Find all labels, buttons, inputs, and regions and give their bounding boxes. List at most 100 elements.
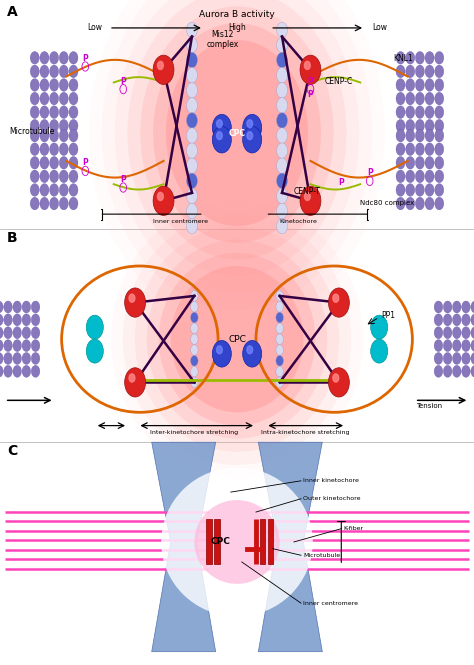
Circle shape — [50, 92, 59, 105]
Text: Inner centromere: Inner centromere — [303, 600, 358, 606]
Circle shape — [396, 156, 405, 169]
Circle shape — [217, 120, 222, 128]
Circle shape — [276, 98, 288, 113]
Circle shape — [406, 198, 415, 210]
Circle shape — [22, 340, 31, 352]
Circle shape — [13, 327, 21, 338]
Circle shape — [396, 170, 405, 183]
Text: P: P — [82, 158, 88, 168]
Circle shape — [50, 78, 59, 91]
Ellipse shape — [123, 213, 351, 465]
Circle shape — [415, 51, 424, 64]
Text: Inner kinetochore: Inner kinetochore — [303, 478, 359, 483]
Circle shape — [276, 313, 283, 323]
Circle shape — [59, 143, 68, 156]
Circle shape — [276, 323, 283, 334]
Circle shape — [471, 352, 474, 364]
Circle shape — [276, 82, 288, 98]
Circle shape — [425, 170, 434, 183]
Circle shape — [443, 327, 452, 338]
Text: KNL1: KNL1 — [393, 54, 413, 63]
Circle shape — [415, 92, 424, 105]
Circle shape — [396, 143, 405, 156]
Circle shape — [453, 301, 461, 313]
Circle shape — [435, 92, 444, 105]
Circle shape — [406, 51, 415, 64]
Ellipse shape — [161, 467, 313, 616]
Text: P: P — [120, 175, 126, 184]
Circle shape — [40, 198, 49, 210]
Circle shape — [406, 92, 415, 105]
Circle shape — [153, 55, 174, 84]
Circle shape — [217, 132, 222, 140]
Text: PP1: PP1 — [382, 311, 396, 321]
Circle shape — [40, 51, 49, 64]
Circle shape — [31, 301, 40, 313]
Circle shape — [59, 198, 68, 210]
Circle shape — [59, 51, 68, 64]
Circle shape — [415, 170, 424, 183]
Text: CPC: CPC — [228, 128, 246, 138]
Circle shape — [300, 55, 321, 84]
Circle shape — [50, 129, 59, 142]
Circle shape — [247, 132, 253, 140]
Circle shape — [276, 377, 283, 388]
Circle shape — [59, 170, 68, 183]
Circle shape — [471, 340, 474, 352]
Polygon shape — [152, 442, 216, 652]
Circle shape — [396, 129, 405, 142]
Circle shape — [415, 129, 424, 142]
Circle shape — [69, 184, 78, 196]
Circle shape — [30, 143, 39, 156]
Circle shape — [300, 186, 321, 215]
Circle shape — [40, 170, 49, 183]
Circle shape — [276, 158, 288, 174]
Circle shape — [4, 327, 12, 338]
Ellipse shape — [147, 239, 327, 439]
Circle shape — [186, 188, 198, 203]
Circle shape — [186, 22, 198, 38]
Text: Low: Low — [372, 23, 387, 33]
Circle shape — [186, 67, 198, 83]
Circle shape — [186, 128, 198, 143]
Circle shape — [462, 314, 470, 326]
Circle shape — [453, 352, 461, 364]
Circle shape — [212, 126, 231, 153]
Circle shape — [434, 352, 443, 364]
Circle shape — [276, 344, 283, 355]
Circle shape — [415, 78, 424, 91]
Circle shape — [276, 218, 288, 234]
Circle shape — [212, 114, 231, 141]
Circle shape — [304, 192, 310, 201]
Circle shape — [4, 340, 12, 352]
Circle shape — [22, 301, 31, 313]
Circle shape — [69, 170, 78, 183]
Text: K-fiber: K-fiber — [344, 526, 364, 531]
Circle shape — [40, 184, 49, 196]
Circle shape — [276, 334, 283, 344]
Text: B: B — [7, 231, 18, 245]
Circle shape — [191, 377, 198, 388]
Circle shape — [186, 203, 198, 219]
Circle shape — [396, 78, 405, 91]
Circle shape — [59, 184, 68, 196]
Circle shape — [186, 143, 198, 158]
Circle shape — [276, 113, 288, 128]
Circle shape — [40, 78, 49, 91]
Circle shape — [50, 51, 59, 64]
Circle shape — [186, 37, 198, 53]
Circle shape — [22, 352, 31, 364]
Circle shape — [462, 340, 470, 352]
Circle shape — [186, 82, 198, 98]
Circle shape — [415, 198, 424, 210]
Circle shape — [191, 301, 198, 312]
Circle shape — [415, 156, 424, 169]
Circle shape — [30, 78, 39, 91]
Circle shape — [453, 314, 461, 326]
Circle shape — [31, 314, 40, 326]
Circle shape — [434, 314, 443, 326]
Circle shape — [276, 143, 288, 158]
Text: CENP-T: CENP-T — [294, 187, 321, 196]
Circle shape — [13, 301, 21, 313]
Ellipse shape — [140, 7, 334, 259]
